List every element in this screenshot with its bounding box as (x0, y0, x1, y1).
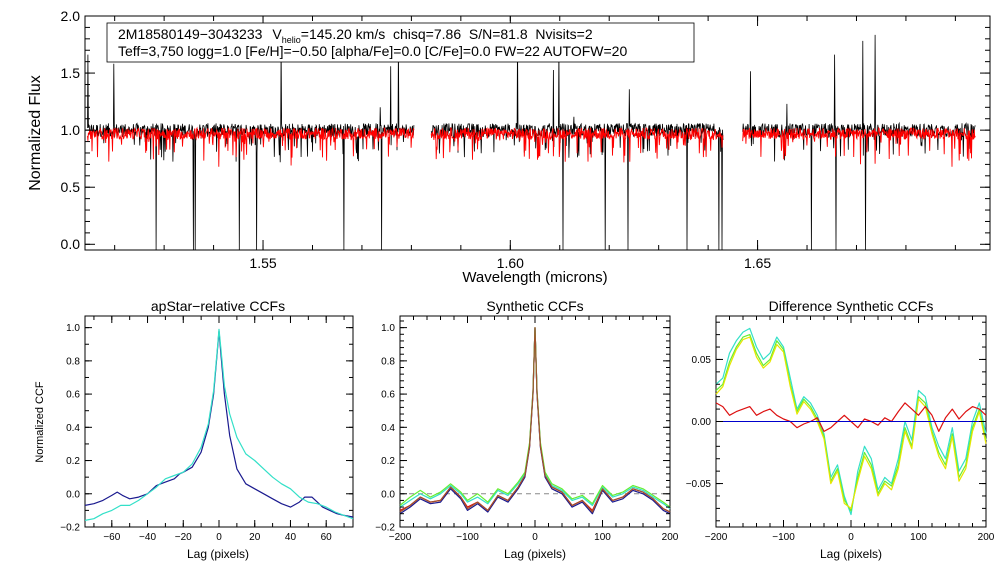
y-tick-label: 1.5 (61, 65, 81, 81)
synthetic-ccf-data (399, 327, 671, 515)
x-tick-label: −20 (175, 532, 192, 543)
legend-line-2: Teff=3,750 logg=1.0 [Fe/H]=−0.50 [alpha/… (118, 43, 627, 59)
x-tick-label: −100 (772, 532, 795, 543)
x-tick-label: 0 (848, 532, 854, 543)
difference-ccf-data (715, 327, 987, 516)
legend-line-1: 2M18580149−3043233 Vhelio=145.20 km/s chi… (118, 26, 593, 45)
y-tick-label: −0.05 (686, 479, 712, 490)
y-tick-label: 0.00 (692, 417, 712, 428)
x-tick-label: −40 (139, 532, 156, 543)
x-tick-label: 0 (216, 532, 222, 543)
synthetic-ccf-axis-ticks: −200 −100 0 100 200 −0.2 0.0 0.2 0.4 0.6 0.8 1.0 (375, 316, 679, 543)
apstar-ccf-y-axis-label: Normalized CCF (34, 381, 46, 463)
x-tick-label: 1.55 (249, 255, 276, 271)
y-tick-label: 0.8 (66, 356, 80, 367)
x-tick-label: 200 (978, 532, 995, 543)
y-tick-label: −0.2 (60, 523, 80, 534)
y-tick-label: 0.2 (66, 456, 80, 467)
x-tick-label: 20 (249, 532, 261, 543)
spectrum-data (87, 33, 976, 251)
synthetic-spectrum-chip-3 (742, 126, 976, 167)
y-tick-label: 0.0 (61, 236, 81, 252)
legend-box (106, 22, 695, 63)
x-tick-label: 200 (662, 532, 679, 543)
apstar-ccf-axis-ticks: −60 −40 −20 0 20 40 60 −0.2 0.0 0.2 0.4 0.6 0.8 1.0 (60, 316, 353, 543)
difference-3-ccf-line (715, 336, 987, 509)
y-tick-label: 0.5 (61, 179, 81, 195)
x-tick-label: 1.65 (744, 255, 771, 271)
y-tick-label: −0.2 (375, 523, 395, 534)
y-tick-label: 0.0 (381, 489, 395, 500)
spectrum-panel: 1.55 1.60 1.65 0.0 0.5 1.0 1.5 2.0 Normalized F… (27, 8, 991, 286)
spectrum-axis-ticks: 1.55 1.60 1.65 0.0 0.5 1.0 1.5 2.0 (61, 8, 990, 271)
y-tick-label: 0.05 (692, 355, 712, 366)
synthetic-ccf-panel: Synthetic CCFs −200 −100 0 100 200 −0.2 0.0 0.2… (375, 298, 679, 561)
difference-ccf-title: Difference Synthetic CCFs (769, 298, 934, 314)
difference-ccf-axis-ticks: −200 −100 0 100 200 −0.05 0.00 0.05 (686, 316, 995, 543)
legend-stats: =145.20 km/s chisq=7.86 S/N=81.8 Nvisits… (301, 26, 593, 42)
observed-spectrum-chip-3 (742, 34, 976, 251)
synthetic-spectrum-chip-2 (430, 126, 724, 163)
y-tick-label: 2.0 (61, 8, 81, 24)
x-tick-label: 100 (910, 532, 927, 543)
x-tick-label: −60 (103, 532, 120, 543)
legend-vhelio-subscript: helio (282, 35, 301, 45)
difference-1-ccf-line (715, 327, 987, 516)
y-tick-label: 0.6 (381, 390, 395, 401)
spectrum-legend: 2M18580149−3043233 Vhelio=145.20 km/s chi… (106, 22, 695, 63)
spectrum-y-axis-label: Normalized Flux (27, 75, 44, 191)
x-tick-label: 100 (594, 532, 611, 543)
synthetic-ccf-x-axis-label: Lag (pixels) (504, 547, 566, 561)
y-tick-label: 1.0 (66, 323, 80, 334)
apstar-ccf-data (84, 328, 354, 521)
difference-2-ccf-line (715, 334, 987, 512)
x-tick-label: −200 (389, 532, 412, 543)
y-tick-label: 0.8 (381, 356, 395, 367)
x-tick-label: −100 (456, 532, 479, 543)
difference-ccf-x-axis-label: Lag (pixels) (820, 547, 882, 561)
x-tick-label: 40 (285, 532, 297, 543)
y-tick-label: 0.4 (381, 423, 395, 434)
legend-vhelio-prefix: V (272, 26, 282, 42)
x-tick-label: −200 (705, 532, 728, 543)
model-ccf-line (399, 327, 671, 513)
x-tick-label: 0 (532, 532, 538, 543)
legend-star-id: 2M18580149−3043233 (118, 26, 263, 42)
x-tick-label: 1.60 (497, 255, 524, 271)
y-tick-label: 1.0 (381, 323, 395, 334)
apstar-ccf-title: apStar−relative CCFs (151, 298, 285, 314)
y-tick-label: 0.4 (66, 423, 80, 434)
y-tick-label: 0.6 (66, 390, 80, 401)
apstar-ccf-panel: apStar−relative CCFs −60 −40 −20 0 20 40 60 −0.… (34, 298, 354, 561)
visit-2-ccf-line (84, 328, 354, 521)
apstar-ccf-x-axis-label: Lag (pixels) (187, 547, 249, 561)
synthetic-ccf-title: Synthetic CCFs (486, 298, 583, 314)
y-tick-label: 1.0 (61, 122, 81, 138)
spectrum-plot-frame (84, 15, 991, 251)
y-tick-label: 0.2 (381, 456, 395, 467)
spectrum-x-axis-label: Wavelength (microns) (462, 269, 607, 286)
y-tick-label: 0.0 (66, 489, 80, 500)
difference-ccf-panel: Difference Synthetic CCFs −200 −100 0 100 20… (686, 298, 995, 561)
synthetic-spectrum-chip-1 (87, 126, 415, 167)
x-tick-label: 60 (321, 532, 333, 543)
